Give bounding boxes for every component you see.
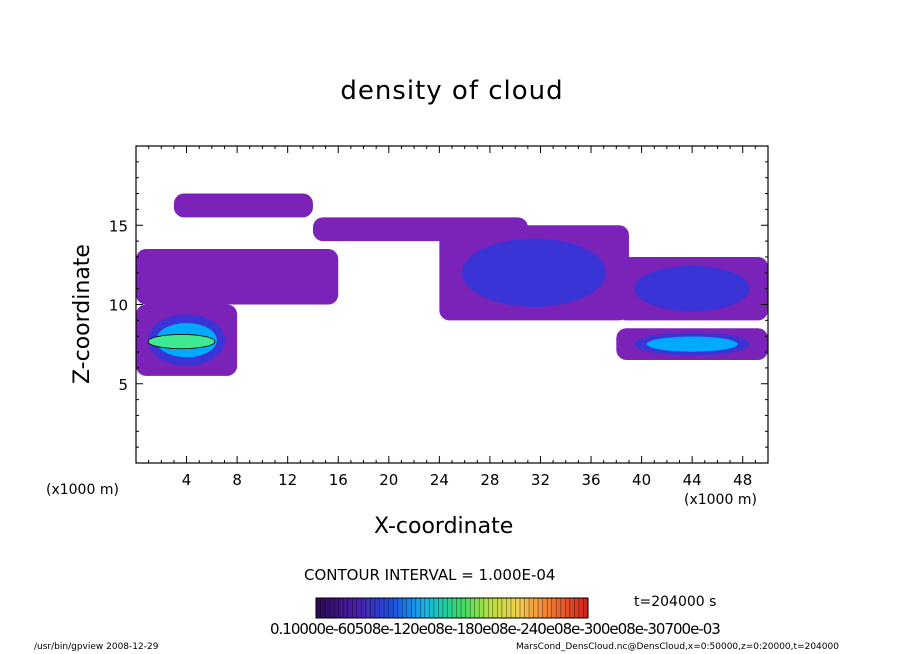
x-tick-label: 20	[379, 471, 398, 489]
y-tick-label: 5	[118, 376, 128, 394]
cloud-core	[634, 265, 750, 312]
cloud-region	[173, 193, 313, 218]
y-axis-label: Z-coordinate	[70, 244, 95, 384]
cloud-region	[616, 328, 768, 360]
x-tick-label: 32	[531, 471, 550, 489]
cloud-region	[616, 256, 768, 321]
x-tick-label: 12	[278, 471, 297, 489]
cloud-region	[136, 304, 238, 376]
colorbar-labels: 0.10000e-60508e-120e08e-180e08e-240e08e-…	[270, 620, 721, 638]
contour-interval-label: CONTOUR INTERVAL = 1.000E-04	[304, 566, 556, 584]
cloud-field	[136, 193, 768, 376]
x-tick-label: 24	[430, 471, 449, 489]
x-unit-label-right: (x1000 m)	[684, 492, 757, 508]
x-tick-label: 28	[480, 471, 499, 489]
x-tick-label: 36	[581, 471, 600, 489]
cloud-peak-contour	[147, 334, 216, 350]
y-tick-label: 10	[109, 297, 128, 315]
colorbar	[315, 597, 589, 619]
cloud-core-bright	[646, 336, 738, 352]
footer-right: MarsCond_DensCloud.nc@DensCloud,x=0:5000…	[516, 642, 839, 652]
chart-title: density of cloud	[340, 76, 564, 106]
x-tick-label: 16	[329, 471, 348, 489]
cloud-envelope	[173, 193, 313, 218]
cloud-region	[439, 225, 629, 321]
x-tick-label: 48	[733, 471, 752, 489]
x-tick-label: 44	[683, 471, 702, 489]
cloud-region	[136, 249, 339, 305]
x-axis-label: X-coordinate	[374, 514, 514, 539]
footer-left: /usr/bin/gpview 2008-12-29	[34, 642, 159, 652]
cloud-core	[462, 238, 607, 308]
x-tick-label: 40	[632, 471, 651, 489]
cloud-envelope	[136, 249, 339, 305]
x-tick-label: 8	[232, 471, 242, 489]
time-label: t=204000 s	[634, 594, 717, 610]
x-unit-label-left: (x1000 m)	[46, 482, 119, 498]
x-tick-label: 4	[182, 471, 192, 489]
y-tick-label: 15	[109, 217, 128, 235]
